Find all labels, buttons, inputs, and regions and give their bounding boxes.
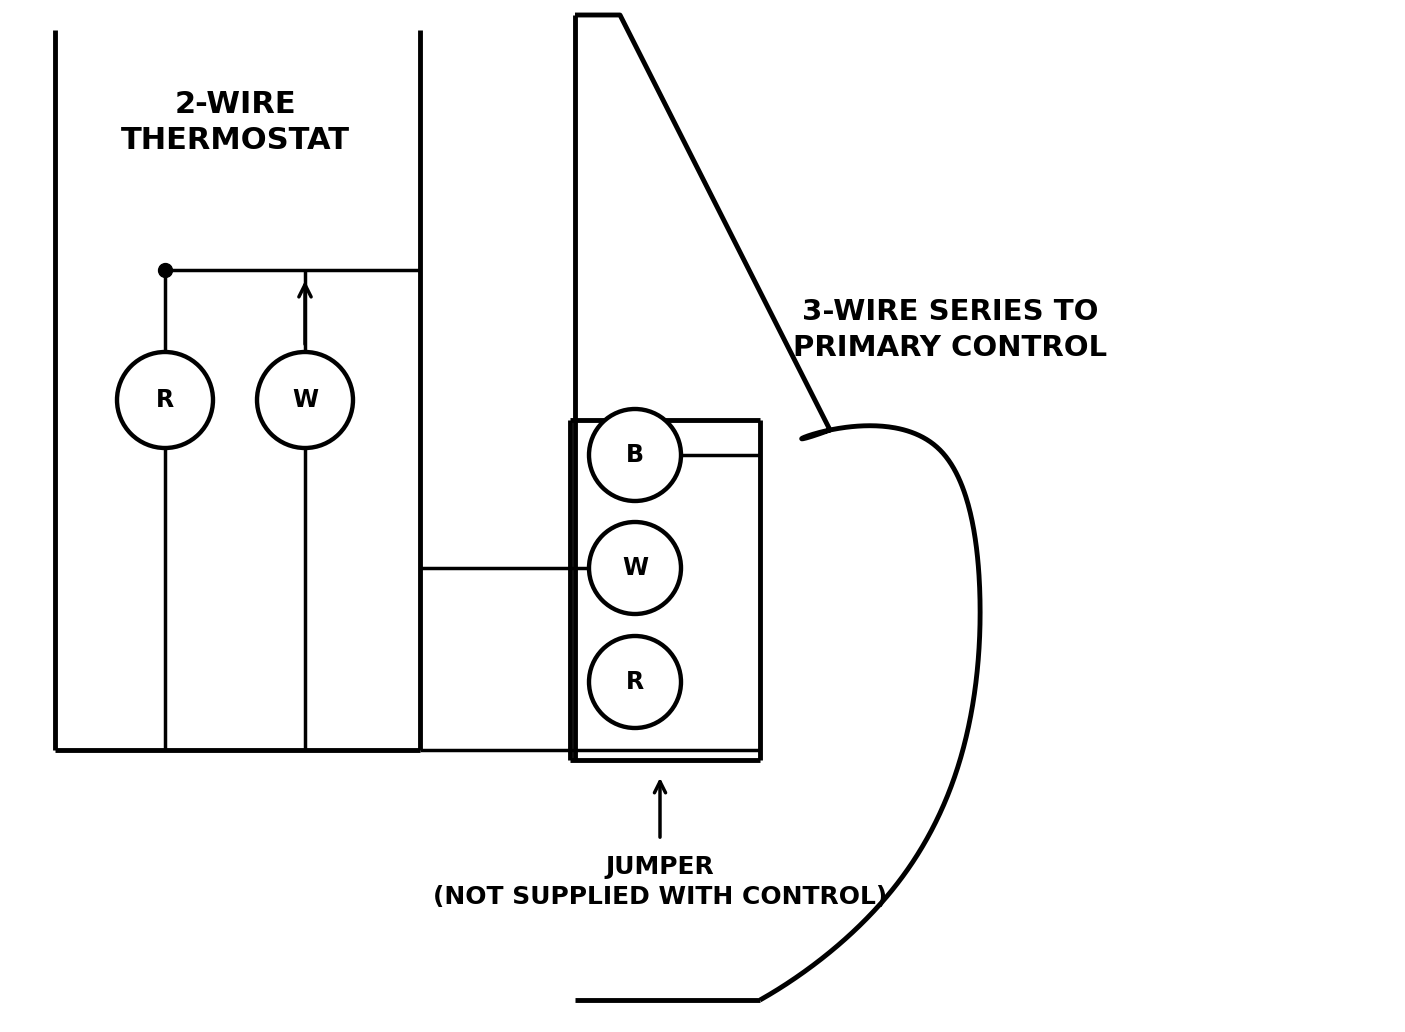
Circle shape — [117, 352, 214, 448]
Circle shape — [589, 636, 681, 728]
Text: W: W — [292, 388, 318, 412]
Text: R: R — [627, 670, 643, 694]
Circle shape — [589, 522, 681, 614]
Circle shape — [257, 352, 353, 448]
Text: 2-WIRE
THERMOSTAT: 2-WIRE THERMOSTAT — [121, 90, 350, 155]
Text: W: W — [622, 556, 648, 580]
Text: 3-WIRE SERIES TO
PRIMARY CONTROL: 3-WIRE SERIES TO PRIMARY CONTROL — [792, 298, 1107, 362]
Text: JUMPER
(NOT SUPPLIED WITH CONTROL): JUMPER (NOT SUPPLIED WITH CONTROL) — [433, 854, 887, 909]
Circle shape — [589, 409, 681, 501]
Text: B: B — [627, 443, 643, 467]
Text: R: R — [156, 388, 174, 412]
